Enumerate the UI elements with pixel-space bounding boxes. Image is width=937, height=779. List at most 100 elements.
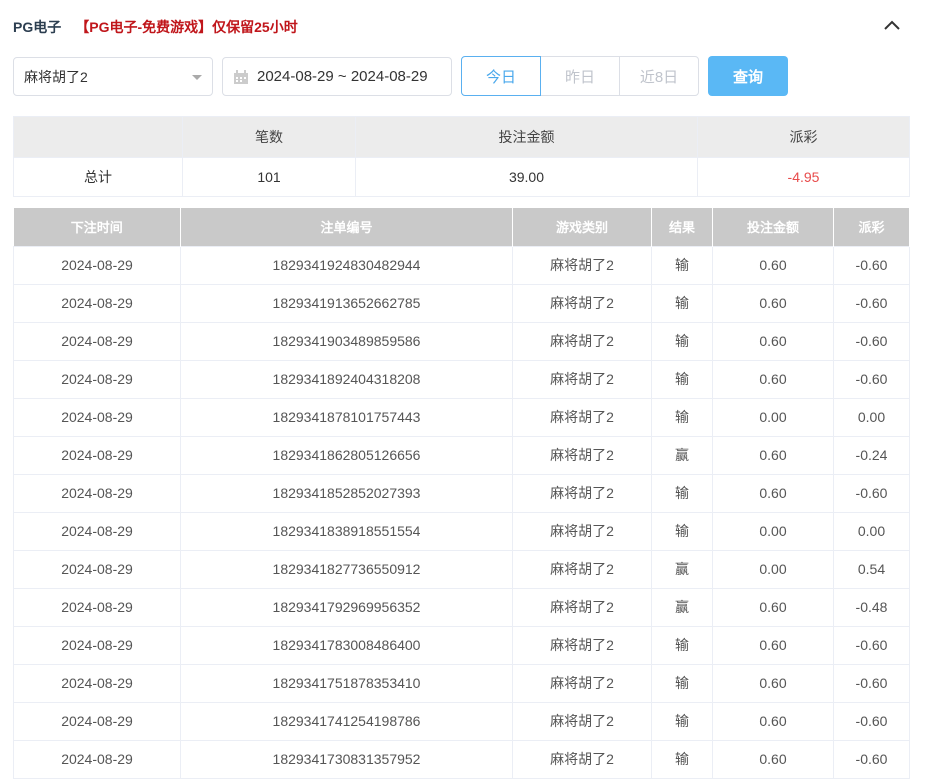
- yesterday-button[interactable]: 昨日: [540, 56, 620, 96]
- table-row: 2024-08-29 1829341878101757443 麻将胡了2 输 0.00 0…: [13, 397, 910, 437]
- cell-time: 2024-08-29: [13, 397, 181, 437]
- cell-payout: -0.60: [833, 245, 910, 285]
- cell-payout: -0.60: [833, 625, 910, 665]
- table-row: 2024-08-29 1829341913652662785 麻将胡了2 输 0.60-…: [13, 283, 910, 323]
- cell-game: 麻将胡了2: [512, 435, 652, 475]
- table-row: 2024-08-29 1829341827736550912 麻将胡了2 赢 0.00 0…: [13, 549, 910, 589]
- cell-result: 输: [651, 321, 713, 361]
- cell-time: 2024-08-29: [13, 321, 181, 361]
- cell-payout: 0.00: [833, 397, 910, 437]
- cell-bet: 0.60: [712, 663, 834, 703]
- cell-payout: -0.60: [833, 739, 910, 779]
- cell-payout: -0.48: [833, 587, 910, 627]
- cell-payout: -0.60: [833, 321, 910, 361]
- date-range-value: 2024-08-29 ~ 2024-08-29: [257, 68, 428, 85]
- cell-time: 2024-08-29: [13, 587, 181, 627]
- cell-time: 2024-08-29: [13, 549, 181, 589]
- cell-time: 2024-08-29: [13, 511, 181, 551]
- table-header-row: 下注时间 注单编号 游戏类别 结果 投注金额 派彩: [13, 208, 910, 246]
- cell-time: 2024-08-29: [13, 359, 181, 399]
- cell-order-id: 1829341924830482944: [180, 245, 513, 285]
- cell-payout: -0.60: [833, 663, 910, 703]
- cell-order-id: 1829341892404318208: [180, 359, 513, 399]
- cell-result: 输: [651, 663, 713, 703]
- cell-result: 输: [651, 473, 713, 513]
- cell-time: 2024-08-29: [13, 245, 181, 285]
- cell-bet: 0.60: [712, 625, 834, 665]
- query-button[interactable]: 查询: [708, 56, 788, 96]
- col-header-bet[interactable]: 投注金额: [712, 208, 834, 246]
- cell-bet: 0.60: [712, 587, 834, 627]
- cell-game: 麻将胡了2: [512, 321, 652, 361]
- cell-time: 2024-08-29: [13, 701, 181, 741]
- cell-result: 输: [651, 701, 713, 741]
- cell-payout: -0.60: [833, 701, 910, 741]
- col-header-payout[interactable]: 派彩: [833, 208, 910, 246]
- cell-order-id: 1829341838918551554: [180, 511, 513, 551]
- col-header-order-id[interactable]: 注单编号: [180, 208, 513, 246]
- cell-order-id: 1829341878101757443: [180, 397, 513, 437]
- cell-result: 赢: [651, 587, 713, 627]
- summary-header-row: 笔数 投注金额 派彩: [13, 116, 910, 158]
- col-header-time[interactable]: 下注时间: [13, 208, 181, 246]
- cell-game: 麻将胡了2: [512, 473, 652, 513]
- cell-result: 赢: [651, 549, 713, 589]
- cell-order-id: 1829341741254198786: [180, 701, 513, 741]
- cell-bet: 0.00: [712, 397, 834, 437]
- cell-game: 麻将胡了2: [512, 549, 652, 589]
- table-row: 2024-08-29 1829341892404318208 麻将胡了2 输 0.60-…: [13, 359, 910, 399]
- cell-time: 2024-08-29: [13, 473, 181, 513]
- summary-total-row: 总计 101 39.00 -4.95: [13, 157, 910, 197]
- cell-result: 输: [651, 511, 713, 551]
- cell-game: 麻将胡了2: [512, 397, 652, 437]
- cell-bet: 0.60: [712, 283, 834, 323]
- date-range-picker[interactable]: 2024-08-29 ~ 2024-08-29: [222, 57, 452, 96]
- table-row: 2024-08-29 1829341903489859586 麻将胡了2 输 0.60-…: [13, 321, 910, 361]
- cell-game: 麻将胡了2: [512, 587, 652, 627]
- cell-result: 输: [651, 625, 713, 665]
- cell-time: 2024-08-29: [13, 663, 181, 703]
- cell-result: 输: [651, 245, 713, 285]
- last-8-days-button[interactable]: 近8日: [619, 56, 699, 96]
- cell-order-id: 1829341792969956352: [180, 587, 513, 627]
- col-header-result[interactable]: 结果: [651, 208, 713, 246]
- col-header-game[interactable]: 游戏类别: [512, 208, 652, 246]
- section-header: PG电子 【PG电子-免费游戏】仅保留25小时: [13, 17, 298, 37]
- cell-game: 麻将胡了2: [512, 701, 652, 741]
- cell-order-id: 1829341852852027393: [180, 473, 513, 513]
- total-label: 总计: [13, 157, 183, 197]
- total-count: 101: [182, 157, 356, 197]
- cell-payout: -0.60: [833, 283, 910, 323]
- section-title: PG电子: [13, 19, 62, 35]
- cell-bet: 0.60: [712, 739, 834, 779]
- cell-game: 麻将胡了2: [512, 511, 652, 551]
- cell-payout: -0.60: [833, 359, 910, 399]
- cell-result: 赢: [651, 435, 713, 475]
- cell-result: 输: [651, 397, 713, 437]
- table-row: 2024-08-29 1829341730831357952 麻将胡了2 输 0.60-…: [13, 739, 910, 779]
- cell-order-id: 1829341913652662785: [180, 283, 513, 323]
- cell-order-id: 1829341862805126656: [180, 435, 513, 475]
- summary-header: 投注金额: [355, 116, 698, 158]
- cell-order-id: 1829341751878353410: [180, 663, 513, 703]
- cell-order-id: 1829341827736550912: [180, 549, 513, 589]
- cell-result: 输: [651, 739, 713, 779]
- cell-payout: 0.54: [833, 549, 910, 589]
- cell-game: 麻将胡了2: [512, 283, 652, 323]
- table-row: 2024-08-29 1829341783008486400 麻将胡了2 输 0.60-…: [13, 625, 910, 665]
- today-button[interactable]: 今日: [461, 56, 541, 96]
- cell-bet: 0.60: [712, 473, 834, 513]
- game-select[interactable]: 麻将胡了2: [13, 57, 213, 96]
- cell-payout: -0.60: [833, 473, 910, 513]
- cell-order-id: 1829341903489859586: [180, 321, 513, 361]
- cell-game: 麻将胡了2: [512, 663, 652, 703]
- total-payout: -4.95: [697, 157, 910, 197]
- cell-result: 输: [651, 283, 713, 323]
- cell-order-id: 1829341730831357952: [180, 739, 513, 779]
- cell-time: 2024-08-29: [13, 739, 181, 779]
- chevron-up-icon[interactable]: [880, 14, 904, 38]
- calendar-icon: [233, 70, 249, 89]
- cell-bet: 0.00: [712, 549, 834, 589]
- cell-time: 2024-08-29: [13, 625, 181, 665]
- cell-time: 2024-08-29: [13, 283, 181, 323]
